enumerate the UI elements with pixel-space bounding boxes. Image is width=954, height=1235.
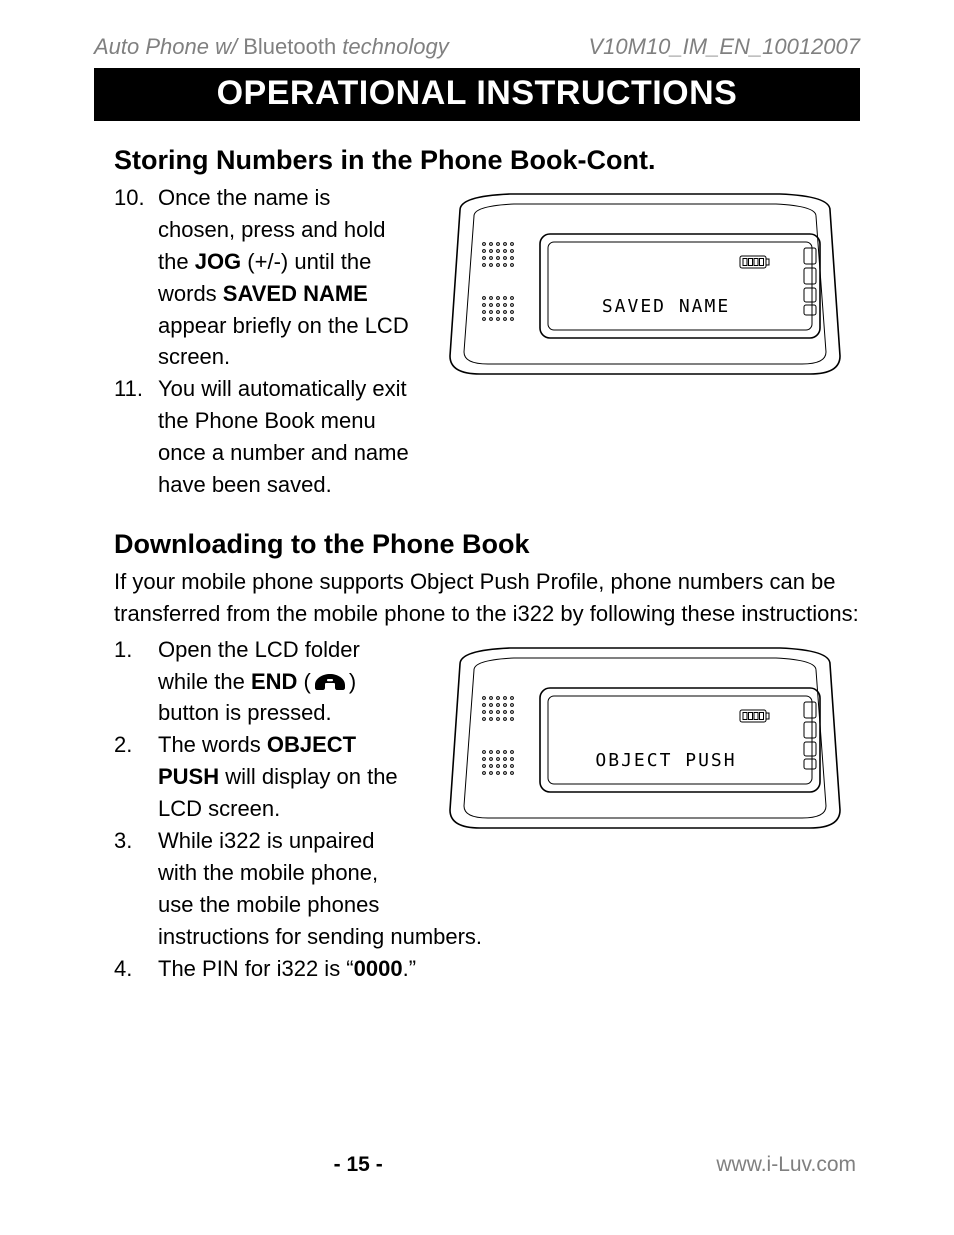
list-number: 11. bbox=[114, 373, 158, 501]
list-text: Once the name is chosen, press and hold … bbox=[158, 182, 412, 373]
manual-page: Auto Phone w/ Bluetooth technology V10M1… bbox=[0, 0, 954, 1235]
list-item: 3.While i322 is unpaired with the mobile… bbox=[114, 825, 412, 921]
header-left-bluetooth: Bluetooth bbox=[243, 34, 336, 59]
list-text: While i322 is unpaired with the mobile p… bbox=[158, 825, 412, 921]
footer-url: www.i-Luv.com bbox=[716, 1153, 856, 1177]
device-illustration-object-push: OBJECT PUSH bbox=[430, 640, 860, 840]
header-left-post: technology bbox=[336, 34, 449, 59]
header-left: Auto Phone w/ Bluetooth technology bbox=[94, 34, 449, 60]
list-item: instructions for sending numbers. bbox=[114, 921, 860, 953]
list-item: 11.You will automatically exit the Phone… bbox=[114, 373, 412, 501]
running-header: Auto Phone w/ Bluetooth technology V10M1… bbox=[94, 34, 860, 60]
list-number: 10. bbox=[114, 182, 158, 373]
storing-block: SAVED NAME 10.Once the name is chosen, p… bbox=[114, 182, 860, 501]
list-item: 4.The PIN for i322 is “0000.” bbox=[114, 953, 860, 985]
svg-text:OBJECT PUSH: OBJECT PUSH bbox=[595, 750, 736, 771]
list-number: 3. bbox=[114, 825, 158, 921]
device-illustration-saved-name: SAVED NAME bbox=[430, 186, 860, 386]
list-number: 4. bbox=[114, 953, 158, 985]
storing-heading: Storing Numbers in the Phone Book-Cont. bbox=[114, 145, 860, 176]
downloading-block: If your mobile phone supports Object Pus… bbox=[114, 566, 860, 985]
list-number: 1. bbox=[114, 634, 158, 730]
list-item: 10.Once the name is chosen, press and ho… bbox=[114, 182, 412, 373]
list-text: The PIN for i322 is “0000.” bbox=[158, 953, 860, 985]
list-number bbox=[114, 921, 158, 953]
downloading-intro: If your mobile phone supports Object Pus… bbox=[114, 566, 860, 630]
list-item: 2.The words OBJECT PUSH will display on … bbox=[114, 729, 412, 825]
page-footer: - 15 - www.i-Luv.com bbox=[0, 1153, 954, 1177]
header-left-pre: Auto Phone w/ bbox=[94, 34, 243, 59]
svg-text:SAVED NAME: SAVED NAME bbox=[602, 296, 730, 317]
list-text: You will automatically exit the Phone Bo… bbox=[158, 373, 412, 501]
list-text: instructions for sending numbers. bbox=[158, 921, 860, 953]
list-item: 1.Open the LCD folder while the END ( ) … bbox=[114, 634, 412, 730]
header-right: V10M10_IM_EN_10012007 bbox=[588, 34, 860, 60]
list-text: The words OBJECT PUSH will display on th… bbox=[158, 729, 412, 825]
downloading-heading: Downloading to the Phone Book bbox=[114, 529, 860, 560]
end-call-icon bbox=[311, 671, 349, 693]
section-title-bar: OPERATIONAL INSTRUCTIONS bbox=[94, 68, 860, 121]
list-number: 2. bbox=[114, 729, 158, 825]
list-text: Open the LCD folder while the END ( ) bu… bbox=[158, 634, 412, 730]
page-number: - 15 - bbox=[0, 1153, 716, 1177]
